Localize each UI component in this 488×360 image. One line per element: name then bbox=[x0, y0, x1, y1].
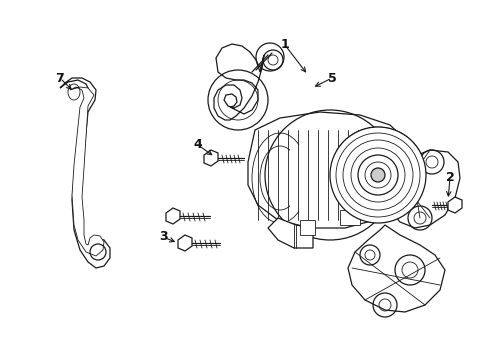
Polygon shape bbox=[70, 87, 104, 256]
Polygon shape bbox=[267, 218, 312, 248]
Polygon shape bbox=[60, 78, 110, 268]
Text: 7: 7 bbox=[56, 72, 64, 85]
Polygon shape bbox=[214, 44, 264, 120]
Polygon shape bbox=[447, 197, 461, 213]
Circle shape bbox=[329, 127, 425, 223]
Polygon shape bbox=[203, 150, 218, 166]
Text: 4: 4 bbox=[193, 139, 202, 152]
Circle shape bbox=[357, 155, 397, 195]
Circle shape bbox=[370, 168, 384, 182]
Text: 1: 1 bbox=[280, 39, 289, 51]
Text: 3: 3 bbox=[159, 230, 167, 243]
Text: 5: 5 bbox=[327, 72, 336, 85]
Polygon shape bbox=[165, 208, 180, 224]
Polygon shape bbox=[299, 220, 314, 235]
Polygon shape bbox=[347, 225, 444, 312]
Text: 2: 2 bbox=[445, 171, 453, 184]
Polygon shape bbox=[178, 235, 192, 251]
Polygon shape bbox=[339, 210, 359, 225]
Polygon shape bbox=[247, 112, 411, 228]
Polygon shape bbox=[384, 150, 459, 228]
